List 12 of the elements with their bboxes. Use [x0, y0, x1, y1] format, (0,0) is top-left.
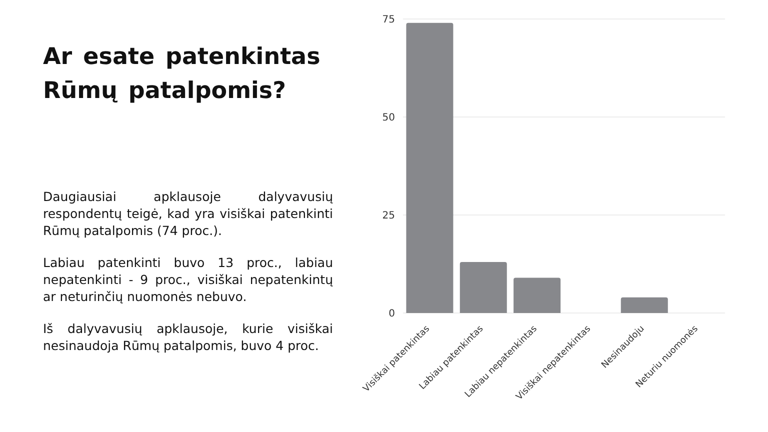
bar — [620, 297, 668, 313]
text: Labiau patenkinti buvo 13 proc., labiau nepatenkinti - 9 proc., visiškai nepatenkintų ar neturinčių nuomonės nebuvo. — [43, 254, 333, 305]
text: Iš dalyvavusių apklausoje, kurie visiškai nesinaudoja Rūmų patalpomis, buvo 4 proc. — [43, 320, 333, 354]
y-tick-label: 50 — [382, 112, 395, 124]
y-tick-label: 25 — [382, 210, 395, 222]
bar — [406, 22, 454, 313]
y-tick-label: 0 — [388, 308, 395, 320]
bar — [514, 278, 561, 313]
text: Daugiausiai apklausoje dalyvavusių respondentų teigė, kad yra visiškai patenkinti Rūmų patalpomis (74 proc.). — [43, 188, 333, 239]
text: Ar esate patenkintas Rūmų patalpomis? — [43, 43, 322, 106]
y-tick-label: 75 — [382, 14, 395, 26]
bar — [460, 262, 507, 313]
